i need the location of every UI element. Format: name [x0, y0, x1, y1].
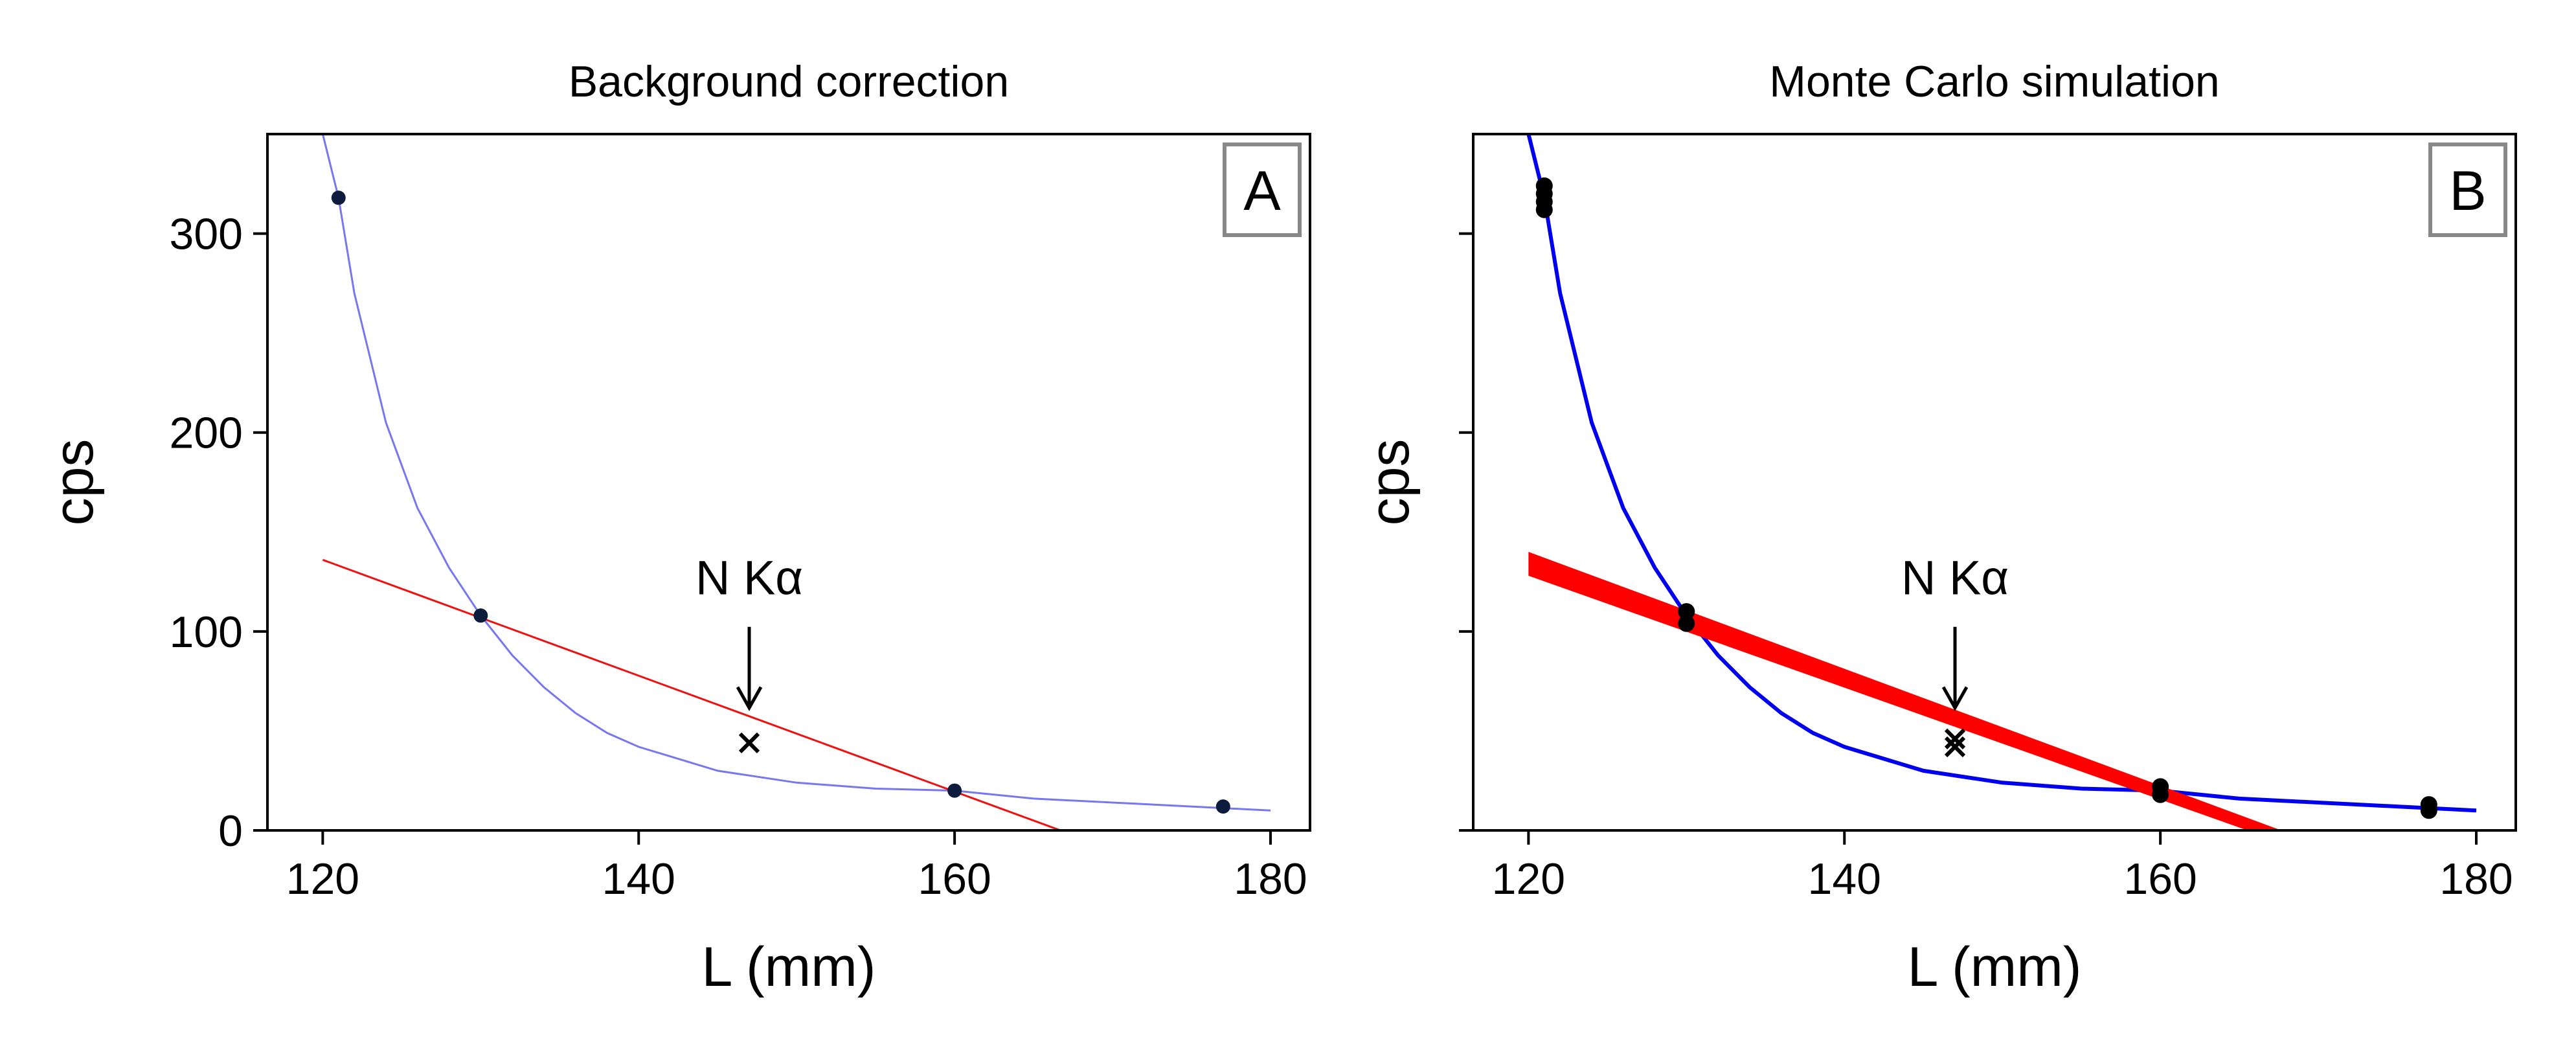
data-point: [1215, 799, 1230, 814]
panel-letter: A: [1243, 160, 1281, 222]
axes-frame: [266, 133, 1311, 832]
plot-area: [321, 134, 1271, 830]
x-marker: [738, 732, 760, 753]
x-tick-label: 120: [1492, 854, 1565, 904]
panel-a: 120 140 160 180 0 100 200 300 Background correct…: [43, 57, 1311, 998]
annotation-label: N Kα: [1901, 551, 2009, 605]
x-axis-label: L (mm): [701, 936, 876, 998]
data-point: [331, 190, 346, 205]
x-tick-label: 120: [286, 854, 359, 904]
chart-title: Background correction: [569, 57, 1009, 106]
y-axis-label: cps: [1359, 439, 1421, 526]
y-tick-label: 100: [170, 608, 243, 657]
panel-b: 120 140 160 180 Monte Carlo simulation L (mm)…: [1359, 57, 2517, 998]
x-tick-label: 180: [1234, 854, 1307, 904]
y-tick-label: 0: [218, 806, 243, 856]
x-tick-label: 180: [2439, 854, 2513, 904]
data-point: [1535, 177, 1553, 194]
y-tick-label: 200: [170, 409, 243, 458]
annotation-label: N Kα: [695, 551, 803, 605]
fit-curve: [1526, 134, 2477, 813]
x-axis-label: L (mm): [1907, 936, 2081, 998]
panel-letter-box: [1223, 143, 1302, 237]
y-axis-label: cps: [43, 439, 105, 526]
x-marker: [1944, 728, 1966, 749]
data-point: [1678, 603, 1695, 621]
data-point: [2152, 778, 2169, 795]
chart-title: Monte Carlo simulation: [1769, 57, 2219, 106]
x-tick-label: 140: [1808, 854, 1881, 904]
fit-curve: [321, 134, 1271, 812]
x-marker: [1944, 736, 1966, 758]
data-point: [473, 608, 488, 623]
x-tick-label: 160: [918, 854, 991, 904]
x-tick-label: 140: [602, 854, 675, 904]
annotation-arrowhead: [736, 686, 763, 711]
y-tick-label: 300: [170, 210, 243, 259]
panel-letter: B: [2449, 160, 2486, 222]
annotation-arrowhead: [1941, 686, 1969, 711]
data-point: [2420, 796, 2437, 814]
panel-letter-box: [2428, 143, 2507, 237]
plot-area: [1526, 134, 2477, 830]
data-point: [947, 783, 962, 798]
data-point: [1678, 615, 1695, 632]
x-tick-label: 160: [2123, 854, 2197, 904]
linear-fit-line: [322, 558, 1061, 830]
axes-frame: [1472, 133, 2517, 832]
